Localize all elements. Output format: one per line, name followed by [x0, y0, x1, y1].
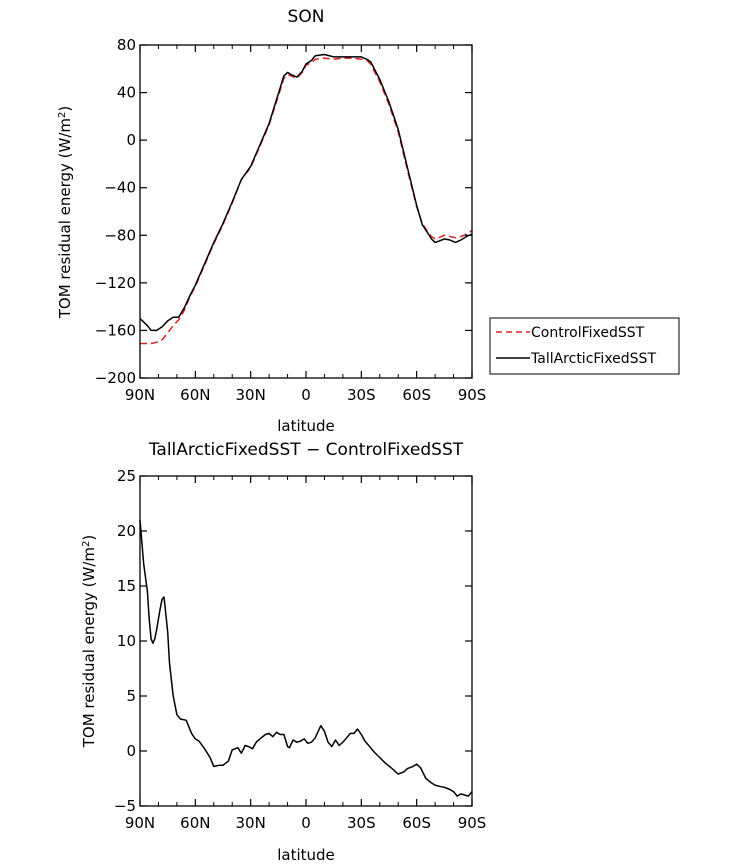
bottom-chart-series-line-tallarcticfixedsst-controlfixedsst	[139, 519, 473, 797]
top-chart-y-tick-label: −80	[104, 226, 136, 244]
bottom-chart-y-axis-label-main: TOM residual energy (W/m	[80, 547, 98, 748]
legend-label-tallarctic: TallArcticFixedSST	[530, 351, 656, 367]
top-chart-x-tick-label: 60N	[180, 386, 210, 404]
top-chart-y-tick-label: −40	[104, 179, 136, 197]
bottom-chart-y-tick-label: −5	[114, 797, 136, 815]
top-chart-y-axis-label-close: )	[56, 106, 74, 112]
top-chart-y-tick-label: 0	[126, 131, 136, 149]
top-chart-series-line-tallarcticfixedsst	[139, 53, 473, 332]
top-chart-x-tick-label: 30S	[347, 386, 376, 404]
top-chart-series-group	[139, 53, 473, 345]
top-chart-y-tick-label: −120	[95, 274, 136, 292]
bottom-chart-y-tick-label: 15	[117, 577, 136, 595]
bottom-chart-x-tick-label: 90N	[125, 814, 155, 832]
bottom-chart: TallArcticFixedSST − ControlFixedSST 90N…	[80, 440, 486, 864]
legend-box	[489, 317, 680, 375]
bottom-chart-plot-frame	[139, 475, 473, 807]
bottom-chart-y-tick-label: 20	[117, 522, 136, 540]
top-chart-x-axis-label: latitude	[277, 417, 335, 435]
bottom-chart-x-axis-label: latitude	[277, 846, 335, 864]
bottom-chart-x-tick-label: 30N	[236, 814, 266, 832]
top-chart-y-axis-label-main: TOM residual energy (W/m	[56, 118, 74, 319]
bottom-chart-title: TallArcticFixedSST − ControlFixedSST	[148, 440, 464, 460]
bottom-chart-y-axis-label-sup: 2	[81, 541, 92, 547]
bottom-chart-y-tick-label: 5	[126, 687, 136, 705]
top-chart-y-tick-label: −200	[95, 369, 136, 387]
top-chart-title: SON	[288, 7, 325, 27]
bottom-chart-x-tick-label: 60N	[180, 814, 210, 832]
bottom-chart-x-tick-label: 60S	[402, 814, 431, 832]
top-chart-x-tick-label: 90S	[458, 386, 487, 404]
bottom-chart-y-tick-label: 10	[117, 632, 136, 650]
bottom-chart-y-axis-label-close: )	[80, 535, 98, 541]
top-chart-plot-frame	[139, 44, 473, 379]
bottom-chart-y-tick-label: 0	[126, 742, 136, 760]
legend-label-control: ControlFixedSST	[531, 325, 645, 341]
top-chart-x-tick-label: 30N	[236, 386, 266, 404]
top-chart-axes: 90N 60N 30N 0 30S 60S 90S 80 40 0 −40 −80 −120 −160 −2…	[95, 36, 487, 404]
top-chart-y-tick-label: 40	[117, 84, 136, 102]
bottom-chart-x-tick-label: 90S	[458, 814, 487, 832]
bottom-chart-x-tick-label: 0	[301, 814, 311, 832]
bottom-chart-series-group	[139, 519, 473, 797]
top-chart-y-tick-label: 80	[117, 36, 136, 54]
top-chart-series-line-controlfixedsst	[140, 57, 473, 345]
top-chart-x-tick-label: 0	[301, 386, 311, 404]
top-chart-y-axis-label-sup: 2	[57, 112, 68, 118]
bottom-chart-x-tick-label: 30S	[347, 814, 376, 832]
bottom-chart-y-axis-label: TOM residual energy (W/m2)	[80, 535, 98, 749]
top-chart: SON 90N 60N 30N 0 30S 60S 90S 80 40 0 −40 −80 −120 −1…	[56, 7, 680, 435]
bottom-chart-y-tick-label: 25	[117, 467, 136, 485]
top-chart-legend: ControlFixedSST TallArcticFixedSST	[489, 317, 680, 375]
top-chart-y-tick-label: −160	[95, 321, 136, 339]
top-chart-x-tick-label: 60S	[402, 386, 431, 404]
top-chart-x-tick-label: 90N	[125, 386, 155, 404]
top-chart-y-axis-label: TOM residual energy (W/m2)	[56, 106, 74, 320]
bottom-chart-axes: 90N 60N 30N 0 30S 60S 90S 25 20 15 10 5 0 −5	[114, 467, 486, 832]
